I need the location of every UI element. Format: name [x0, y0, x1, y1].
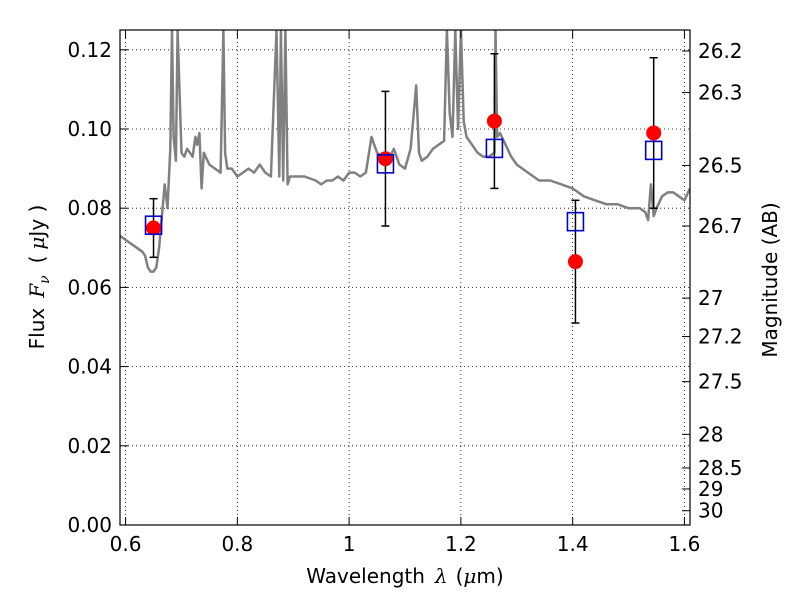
- y2-tick-label: 26.7: [698, 214, 743, 238]
- y2-tick-label: 28.5: [698, 456, 743, 480]
- y-axis-label-unit-mu: μ: [25, 237, 49, 250]
- model-point: [566, 211, 585, 232]
- observed-point: [146, 220, 162, 236]
- spectrum-line: [120, 30, 690, 273]
- grid: [120, 30, 690, 526]
- x-tick-label: 0.8: [221, 532, 253, 556]
- observed-point: [486, 113, 502, 129]
- observed-point: [646, 125, 662, 141]
- x-tick-label: 1.6: [669, 532, 701, 556]
- data-markers: [144, 113, 663, 270]
- error-bars: [149, 53, 658, 324]
- x-tick-label: 1: [343, 532, 356, 556]
- x-axis-label: Wavelength λ (μm): [306, 564, 503, 588]
- x-axis-label-symbol: λ: [434, 564, 448, 588]
- y-tick-label: 0.12: [67, 38, 112, 62]
- x-axis-label-prefix: Wavelength: [306, 564, 425, 588]
- y-tick-label: 0.04: [67, 355, 112, 379]
- model-point: [376, 154, 395, 174]
- y-axis-label-subscript: ν: [37, 275, 53, 284]
- y-tick-label: 0.08: [67, 196, 112, 220]
- y2-tick-label: 26.3: [698, 81, 743, 105]
- y2-tick-label: 27.5: [698, 370, 743, 394]
- observed-point: [567, 254, 583, 270]
- x-tick-label: 0.6: [110, 532, 142, 556]
- y-axis-label-prefix: Flux: [25, 308, 49, 350]
- y-tick-label: 0.02: [67, 434, 112, 458]
- model-point: [144, 215, 163, 236]
- y-tick-label: 0.06: [67, 275, 112, 299]
- y-tick-label: 0.10: [67, 117, 112, 141]
- x-tick-label: 1.4: [557, 532, 589, 556]
- y-axis-label-unit-open: (: [25, 256, 49, 264]
- y2-tick-label: 29: [698, 477, 723, 501]
- y2-tick-label: 26.2: [698, 39, 743, 63]
- observed-point: [377, 151, 393, 167]
- x-tick-labels: 0.6 0.8 1 1.2 1.4 1.6: [110, 532, 701, 556]
- y-axis-label: Flux Fν ( μJy ): [25, 205, 53, 350]
- y-axis-label-unit-rest: Jy ): [25, 205, 49, 239]
- x-axis-label-unit-mu: μ: [463, 564, 476, 588]
- y-axis-label-symbol: F: [25, 283, 49, 299]
- y2-axis-label: Magnitude (AB): [758, 202, 782, 357]
- y2-tick-label: 26.5: [698, 153, 743, 177]
- plot-frame: [119, 29, 691, 526]
- model-spectrum: [120, 30, 690, 273]
- axis-ticks: [120, 30, 690, 526]
- x-axis-label-unit-open: (: [456, 564, 464, 588]
- y2-tick-label: 28: [698, 422, 723, 446]
- y-tick-labels: 0.00 0.02 0.04 0.06 0.08 0.10 0.12: [67, 38, 112, 537]
- y2-tick-label: 30: [698, 499, 723, 523]
- x-tick-label: 1.2: [445, 532, 477, 556]
- x-axis-label-unit-rest: m): [476, 564, 503, 588]
- y2-tick-label: 27: [698, 286, 723, 310]
- model-point: [644, 140, 663, 161]
- model-point: [485, 138, 504, 159]
- y2-tick-label: 27.2: [698, 325, 743, 349]
- y-tick-label: 0.00: [67, 513, 112, 537]
